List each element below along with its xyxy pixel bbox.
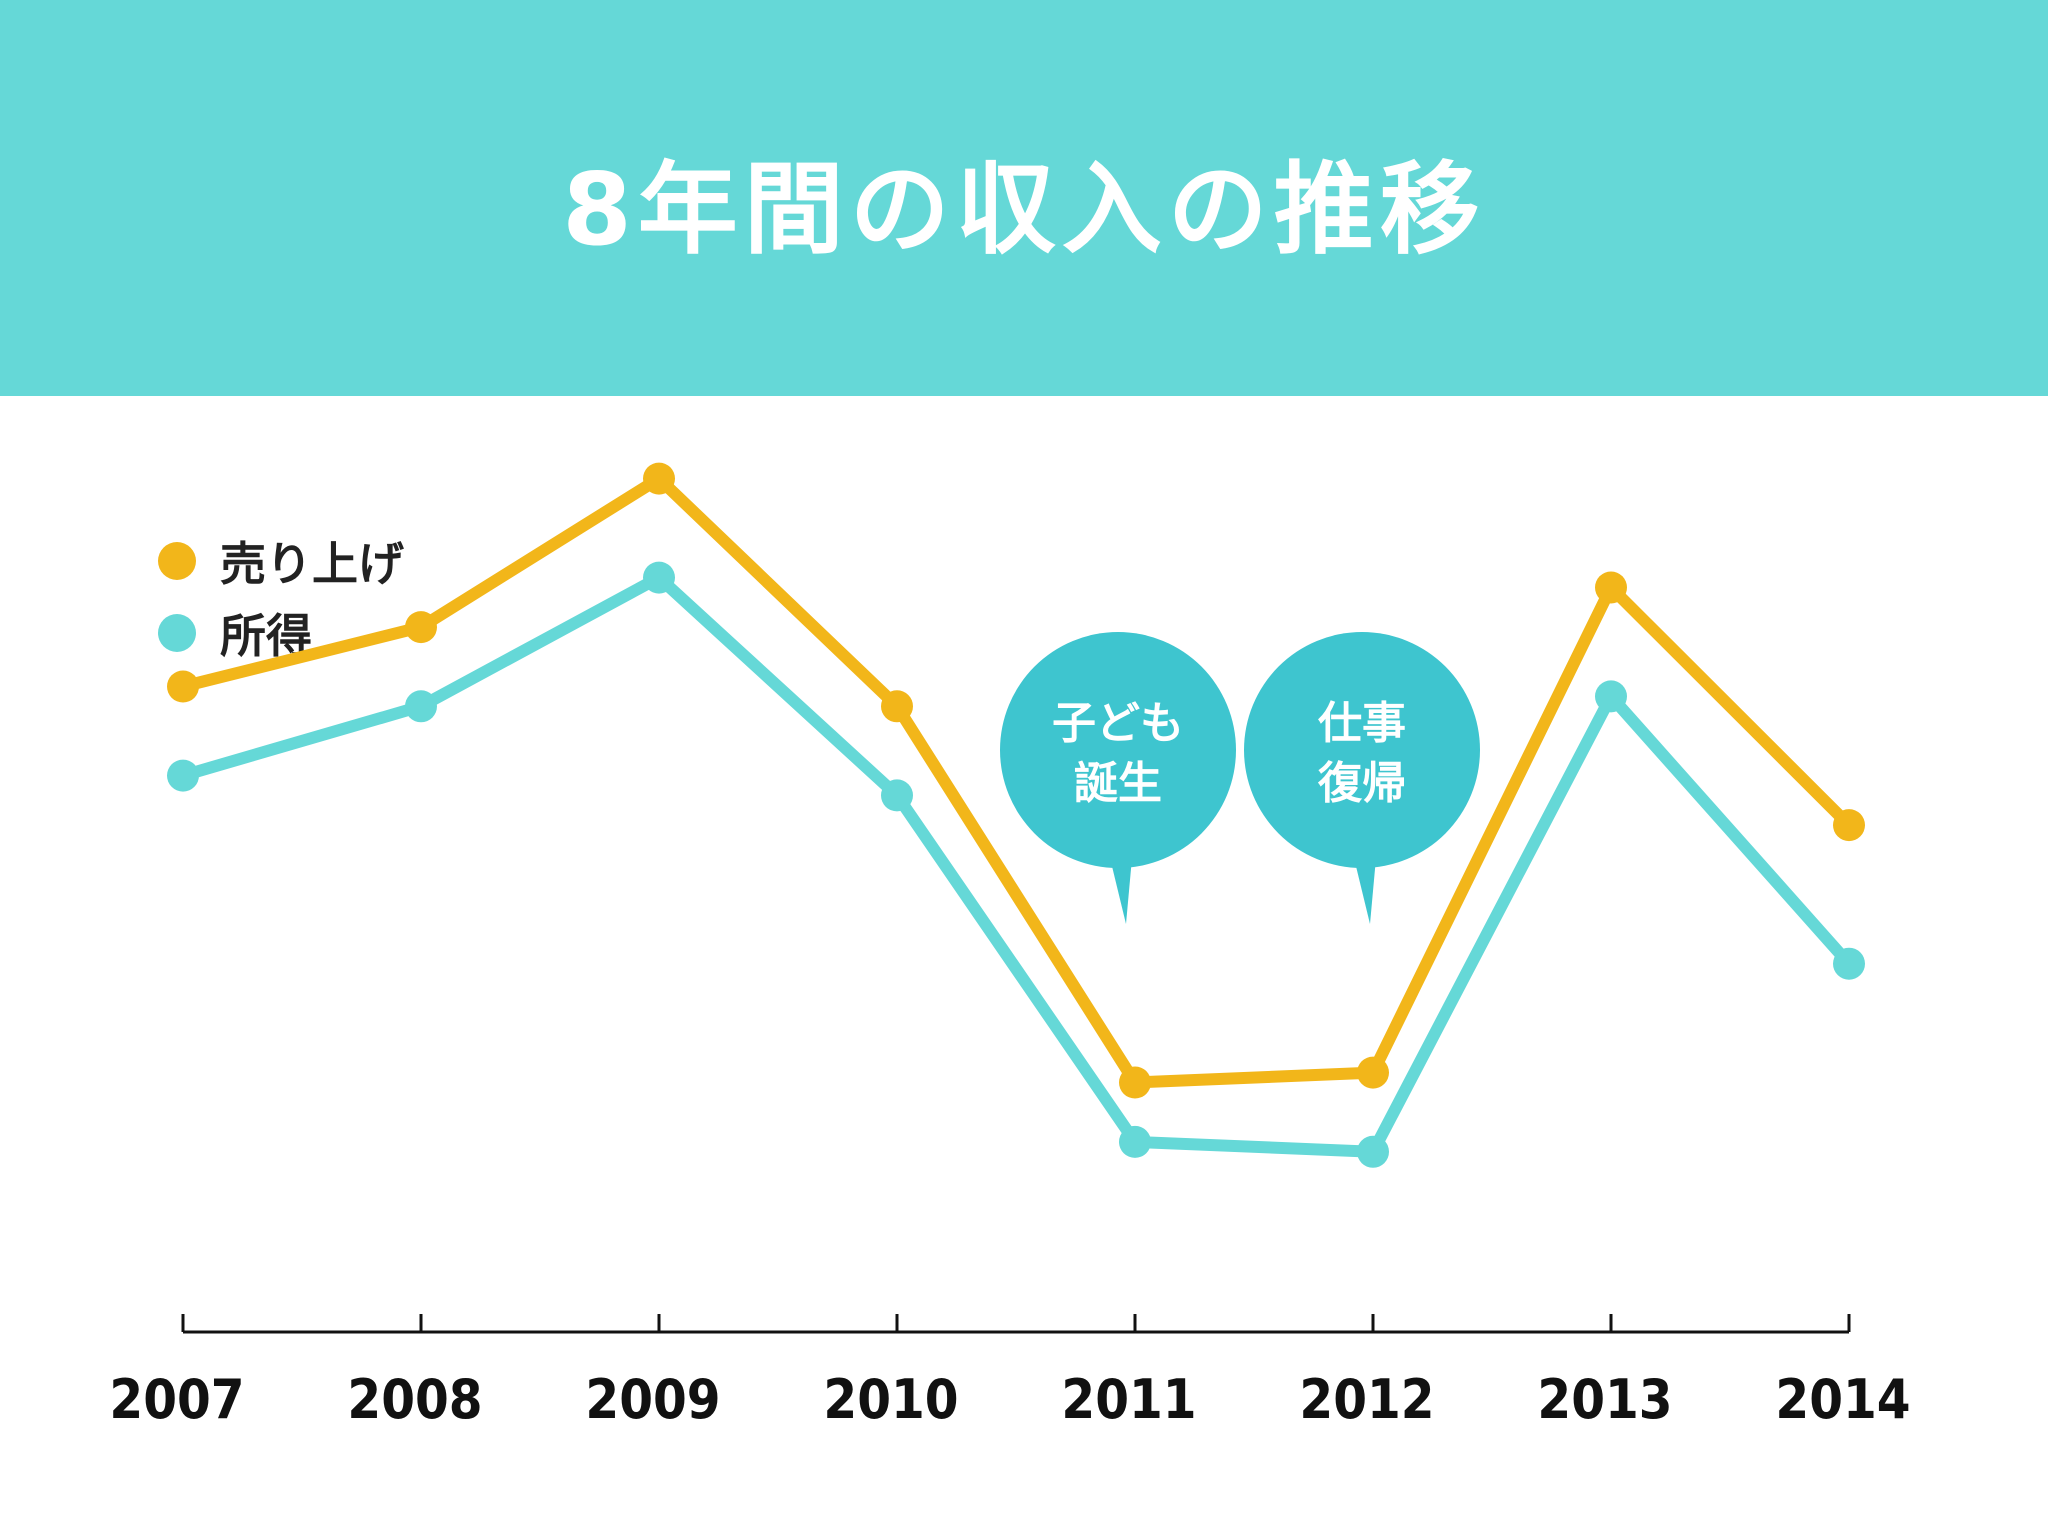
annotation-bubble-tail (1110, 858, 1132, 924)
x-tick-label-2008: 2008 (347, 1368, 482, 1431)
legend: 売り上げ 所得 (158, 525, 404, 669)
data-point-income-2007 (167, 759, 199, 792)
data-point-sales-2010 (881, 690, 913, 723)
data-point-income-2011 (1119, 1125, 1151, 1158)
data-point-income-2014 (1833, 947, 1865, 980)
legend-dot-income (158, 614, 196, 652)
annotation-text-line: 仕事 (1318, 698, 1406, 749)
x-tick-label-2010: 2010 (823, 1368, 958, 1431)
annotation-bubble-tail (1354, 858, 1376, 924)
series-line-sales (177, 472, 1855, 1089)
legend-item-sales: 売り上げ (158, 525, 404, 597)
series-line-income (177, 571, 1855, 1158)
x-tick-label-2013: 2013 (1537, 1368, 1672, 1431)
annotation-text-line: 子ども (1052, 698, 1184, 749)
annotation-text-line: 復帰 (1317, 758, 1406, 809)
x-tick-label-2011: 2011 (1061, 1368, 1196, 1431)
data-point-sales-2012 (1357, 1056, 1389, 1089)
data-point-sales-2013 (1595, 571, 1627, 604)
data-point-income-2010 (881, 779, 913, 812)
data-point-income-2009 (643, 561, 675, 594)
x-tick-label-2014: 2014 (1775, 1368, 1910, 1431)
legend-label-sales: 売り上げ (220, 537, 404, 591)
data-point-income-2012 (1357, 1135, 1389, 1168)
legend-dot-sales (158, 542, 196, 580)
data-point-sales-2009 (643, 462, 675, 495)
data-point-sales-2014 (1833, 809, 1865, 842)
data-point-sales-2011 (1119, 1066, 1151, 1099)
annotation-bubble-circle (1244, 632, 1480, 868)
legend-item-income: 所得 (158, 597, 404, 669)
x-tick-label-2007: 2007 (109, 1368, 244, 1431)
data-point-income-2013 (1595, 680, 1627, 713)
data-point-income-2008 (405, 690, 437, 723)
chart-title: 8年間の収入の推移 (562, 151, 1486, 268)
annotation-text-line: 誕生 (1074, 758, 1162, 809)
data-point-sales-2007 (167, 670, 199, 703)
annotation-bubble-circle (1000, 632, 1236, 868)
data-point-sales-2008 (405, 611, 437, 644)
header-banner: 8年間の収入の推移 (0, 0, 2048, 396)
x-tick-label-2009: 2009 (585, 1368, 720, 1431)
x-tick-label-2012: 2012 (1299, 1368, 1434, 1431)
